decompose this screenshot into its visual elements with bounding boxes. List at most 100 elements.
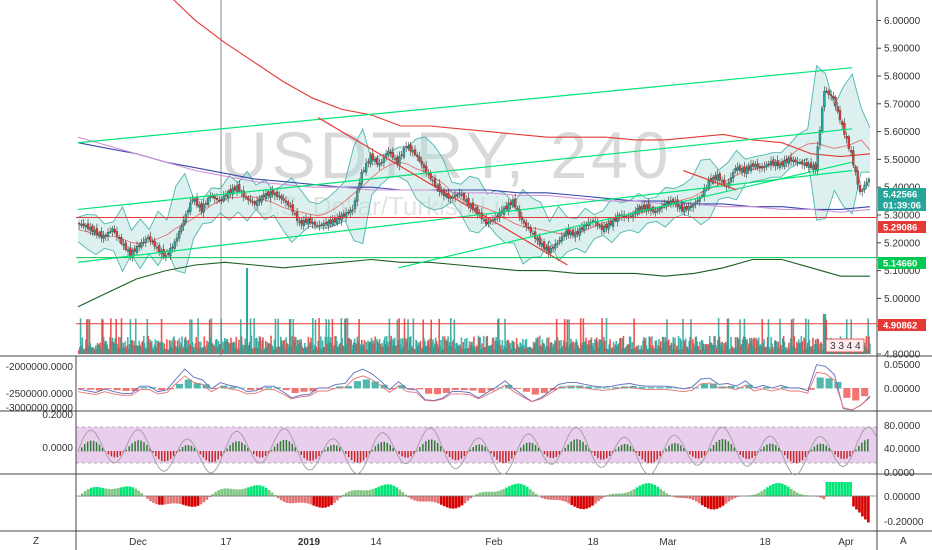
trend-line[interactable] (317, 117, 568, 266)
volume-bar (213, 344, 215, 354)
oscillator-bar (184, 445, 187, 452)
trend-line[interactable] (77, 67, 853, 144)
time-axis-label: Feb (485, 537, 503, 548)
macd-histogram-bar (647, 387, 655, 389)
volume-bar (249, 318, 252, 354)
volume-bar (518, 347, 521, 354)
oscillator-bar (448, 451, 451, 457)
volume-bar (727, 318, 730, 354)
macd-histogram-bar (344, 385, 353, 389)
trend-line[interactable] (77, 169, 853, 263)
histogram-bar (410, 496, 413, 500)
volume-bar (454, 348, 457, 354)
oscillator-bar (626, 444, 629, 452)
volume-bar (516, 343, 519, 354)
volume-bar (769, 349, 772, 354)
candle-body (509, 201, 512, 205)
volume-bar (347, 337, 350, 354)
volume-bar (96, 343, 99, 354)
indicator-3-pane[interactable] (76, 474, 877, 531)
volume-bar (354, 343, 357, 354)
volume-bar (352, 342, 355, 354)
volume-bar (357, 340, 360, 354)
histogram-bar (261, 486, 265, 497)
price-badge-label: 01:39:06 (883, 201, 921, 212)
volume-bar (746, 339, 748, 354)
histogram-bar (484, 491, 488, 497)
indicator-2-right-label: 40.0000 (884, 444, 921, 455)
volume-bar (747, 348, 749, 354)
volume-bar (256, 347, 259, 354)
candle-body (351, 209, 354, 211)
volume-bar (427, 339, 430, 354)
macd-histogram-bar (425, 388, 433, 394)
volume-bar (480, 349, 482, 354)
oscillator-bar (143, 442, 145, 452)
histogram-bar (617, 493, 621, 497)
volume-bar (560, 340, 562, 354)
candle-body (369, 154, 372, 165)
volume-bar (765, 346, 768, 354)
histogram-bar (214, 491, 218, 497)
volume-bar (568, 319, 570, 354)
candle-body (838, 110, 842, 121)
volume-bar (504, 318, 506, 354)
oscillator-bar (187, 444, 190, 452)
trend-line[interactable] (398, 161, 853, 269)
indicator-1-pane[interactable] (76, 356, 877, 411)
oscillator-bar (567, 444, 569, 452)
volume-bar (86, 319, 89, 354)
volume-bar (288, 346, 290, 354)
oscillator-bar (546, 451, 549, 457)
oscillator-bar (294, 447, 297, 452)
oscillator-bar (451, 451, 454, 460)
histogram-bar (433, 496, 437, 503)
candle-body (327, 221, 330, 227)
volume-bar (304, 342, 306, 354)
candle-body (218, 200, 221, 202)
volume-bar (464, 338, 466, 354)
price-tick-label: 5.30000 (884, 211, 921, 222)
histogram-bar (267, 489, 271, 497)
volume-bar (774, 340, 777, 354)
macd-histogram-bar (184, 379, 192, 389)
candle-body (77, 223, 81, 225)
volume-bar (451, 341, 454, 354)
candle-body (776, 160, 779, 166)
volume-bar (692, 339, 694, 354)
price-badge (878, 199, 926, 211)
volume-bar (253, 318, 255, 354)
volume-bar (536, 339, 538, 354)
trend-line[interactable] (77, 128, 853, 211)
candle-body (411, 150, 414, 153)
volume-bar (94, 345, 97, 354)
macd-histogram-bar (460, 388, 468, 391)
volume-bar (98, 345, 101, 354)
volume-bar (378, 338, 381, 354)
candle-body (542, 241, 546, 249)
oscillator-bar (86, 441, 89, 452)
volume-bar (101, 318, 103, 354)
volume-bar (102, 319, 104, 354)
volume-bar (309, 341, 311, 354)
volume-bar (496, 341, 498, 354)
volume-bar (541, 339, 544, 354)
volume-bar (346, 318, 349, 354)
volume-bar (523, 348, 526, 354)
macd-histogram-bar (656, 387, 664, 389)
volume-bar (243, 344, 246, 354)
trend-line[interactable] (682, 169, 737, 191)
candle-body (198, 204, 201, 208)
corner-label-left[interactable]: Z (33, 536, 39, 547)
histogram-bar (591, 496, 594, 506)
volume-bar (457, 346, 459, 354)
oscillator-bar (617, 446, 620, 452)
macd-histogram-bar (861, 388, 869, 397)
volume-bar (548, 347, 551, 354)
oscillator-bar (250, 450, 252, 452)
candle-body (278, 195, 281, 198)
oscillator-bar (235, 441, 237, 452)
corner-label-right[interactable]: A (900, 536, 907, 547)
volume-bar (537, 337, 539, 354)
